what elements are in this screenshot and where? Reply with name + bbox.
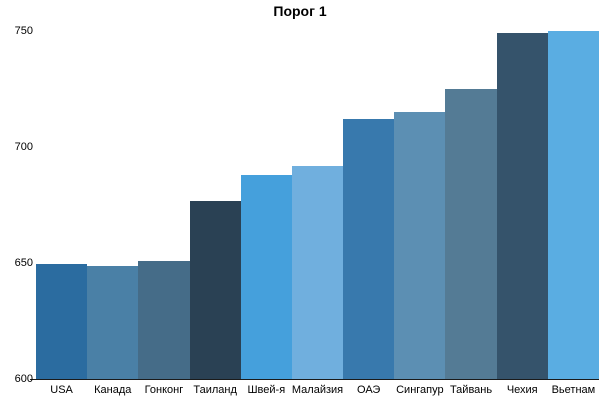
bar — [36, 263, 88, 380]
x-tick-label: Сингапур — [396, 384, 444, 396]
bar — [240, 175, 292, 380]
x-tick-label: Канада — [94, 384, 132, 396]
bar — [547, 31, 599, 380]
x-tick-label: ОАЭ — [357, 384, 381, 396]
x-tick-label: Чехия — [506, 384, 538, 396]
bar — [291, 165, 344, 380]
x-tick-label: Швей-я — [247, 384, 286, 396]
x-tick-label: Вьетнам — [551, 384, 596, 396]
x-axis-line — [30, 378, 599, 380]
y-tick-label: 650 — [14, 256, 33, 269]
chart-title: Порог 1 — [273, 3, 327, 19]
x-tick-label: USA — [50, 384, 73, 396]
plot-area — [36, 31, 599, 380]
x-tick-label: Тайвань — [449, 384, 493, 396]
bar — [87, 266, 139, 380]
bar — [138, 261, 190, 380]
x-tick-label: Гонконг — [144, 384, 184, 396]
y-tick-label: 700 — [14, 140, 33, 153]
bar — [496, 33, 548, 380]
bar — [343, 119, 395, 380]
bars-container — [36, 31, 599, 380]
bar — [445, 89, 497, 380]
x-tick-label: Таиланд — [193, 384, 237, 396]
x-tick-label: Малайзия — [291, 384, 344, 396]
y-tick-label: 750 — [14, 24, 33, 37]
y-tick-label: 600 — [14, 372, 33, 385]
bar — [394, 112, 446, 380]
bar — [189, 200, 241, 380]
